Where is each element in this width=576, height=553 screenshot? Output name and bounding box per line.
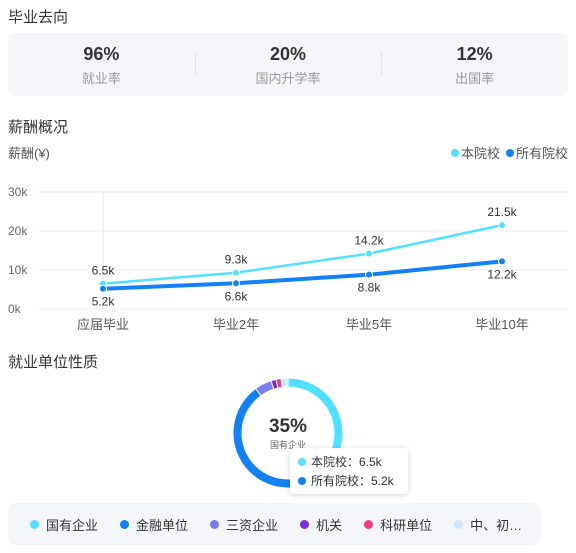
legend-item-government[interactable]: 机关 [300, 515, 342, 534]
data-label: 12.2k [487, 267, 517, 281]
legend-label: 中、初… [470, 517, 523, 533]
y-tick-label: 10k [8, 263, 28, 277]
tooltip-row-this-school: 本院校：6.5k [298, 452, 408, 471]
stat-abroad-rate: 12% 出国率 [381, 43, 568, 87]
stat-label: 国内升学率 [255, 70, 321, 86]
legend-dot-icon [450, 148, 459, 157]
legend-dot-icon [364, 519, 374, 529]
tooltip-text: 本院校：6.5k [311, 455, 382, 469]
series-line [102, 223, 503, 285]
legend-dot-icon [505, 148, 514, 157]
legend-item-this-school[interactable]: 本院校 [450, 143, 500, 162]
legend-label: 国有企业 [46, 517, 99, 533]
x-tick-label: 毕业5年 [346, 317, 392, 332]
legend-label: 机关 [316, 517, 343, 533]
data-point [498, 257, 506, 266]
y-tick-label: 0k [8, 302, 22, 316]
legend-dot-icon [30, 519, 39, 529]
data-label: 6.5k [92, 264, 116, 278]
legend-label: 科研单位 [380, 517, 433, 533]
data-point [232, 268, 240, 277]
data-label: 14.2k [354, 234, 384, 248]
y-axis-label: 薪酬(¥) [8, 146, 50, 161]
stats-card: 96% 就业率 20% 国内升学率 12% 出国率 [8, 33, 568, 96]
data-label: 6.6k [225, 289, 249, 303]
legend-item-schools[interactable]: 中、初… [454, 515, 522, 534]
section-title-salary: 薪酬概况 [8, 119, 69, 136]
data-point [232, 279, 240, 288]
data-label: 8.8k [358, 281, 382, 295]
tooltip-text: 所有院校：5.2k [311, 474, 394, 488]
stat-label: 就业率 [81, 70, 121, 86]
x-tick-label: 应届毕业 [77, 317, 129, 332]
legend-item-research[interactable]: 科研单位 [364, 515, 432, 534]
pie-slice [280, 377, 289, 388]
data-point [99, 284, 107, 293]
stat-domestic-study-rate: 20% 国内升学率 [194, 43, 382, 87]
line-chart-legend: 本院校 所有院校 [450, 143, 568, 162]
legend-dot-icon [300, 519, 310, 529]
legend-label: 三资企业 [226, 517, 279, 533]
donut-legend: 国有企业 金融单位 三资企业 机关 科研单位 中、初… [8, 503, 541, 545]
legend-item-financial[interactable]: 金融单位 [120, 515, 188, 534]
data-label: 9.3k [225, 253, 249, 267]
donut-center-label: 国有企业 [269, 440, 306, 450]
y-tick-label: 20k [8, 224, 28, 238]
legend-dot-icon [120, 519, 130, 529]
section-title-destination: 毕业去向 [8, 9, 69, 26]
stat-value: 20% [269, 43, 307, 64]
section-title-employer-type: 就业单位性质 [8, 354, 99, 371]
donut-center: 35% 国有企业 [248, 416, 328, 451]
stat-value: 96% [83, 43, 120, 64]
stat-employment-rate: 96% 就业率 [8, 43, 195, 87]
data-label: 5.2k [92, 295, 116, 309]
data-point [365, 270, 373, 279]
data-point [498, 221, 506, 230]
stat-label: 出国率 [455, 70, 495, 86]
tooltip-row-all-schools: 所有院校：5.2k [298, 471, 408, 490]
stat-value: 12% [456, 43, 493, 64]
legend-label: 本院校 [460, 146, 500, 161]
legend-item-foreign-invested[interactable]: 三资企业 [210, 515, 278, 534]
data-point [365, 249, 373, 258]
legend-label: 金融单位 [136, 517, 189, 533]
tooltip-dot-icon [298, 476, 306, 485]
y-tick-label: 30k [8, 185, 28, 199]
donut-center-value: 35% [268, 416, 308, 437]
legend-item-all-schools[interactable]: 所有院校 [505, 143, 568, 162]
data-label: 21.5k [487, 205, 517, 219]
legend-dot-icon [454, 519, 464, 529]
legend-dot-icon [210, 519, 220, 529]
x-tick-label: 毕业2年 [213, 317, 259, 332]
x-tick-label: 毕业10年 [475, 317, 528, 332]
series-line [102, 259, 503, 291]
chart-tooltip: 本院校：6.5k 所有院校：5.2k [290, 448, 408, 494]
legend-item-state-owned[interactable]: 国有企业 [30, 515, 98, 534]
legend-label: 所有院校 [515, 146, 568, 161]
tooltip-dot-icon [298, 457, 306, 466]
